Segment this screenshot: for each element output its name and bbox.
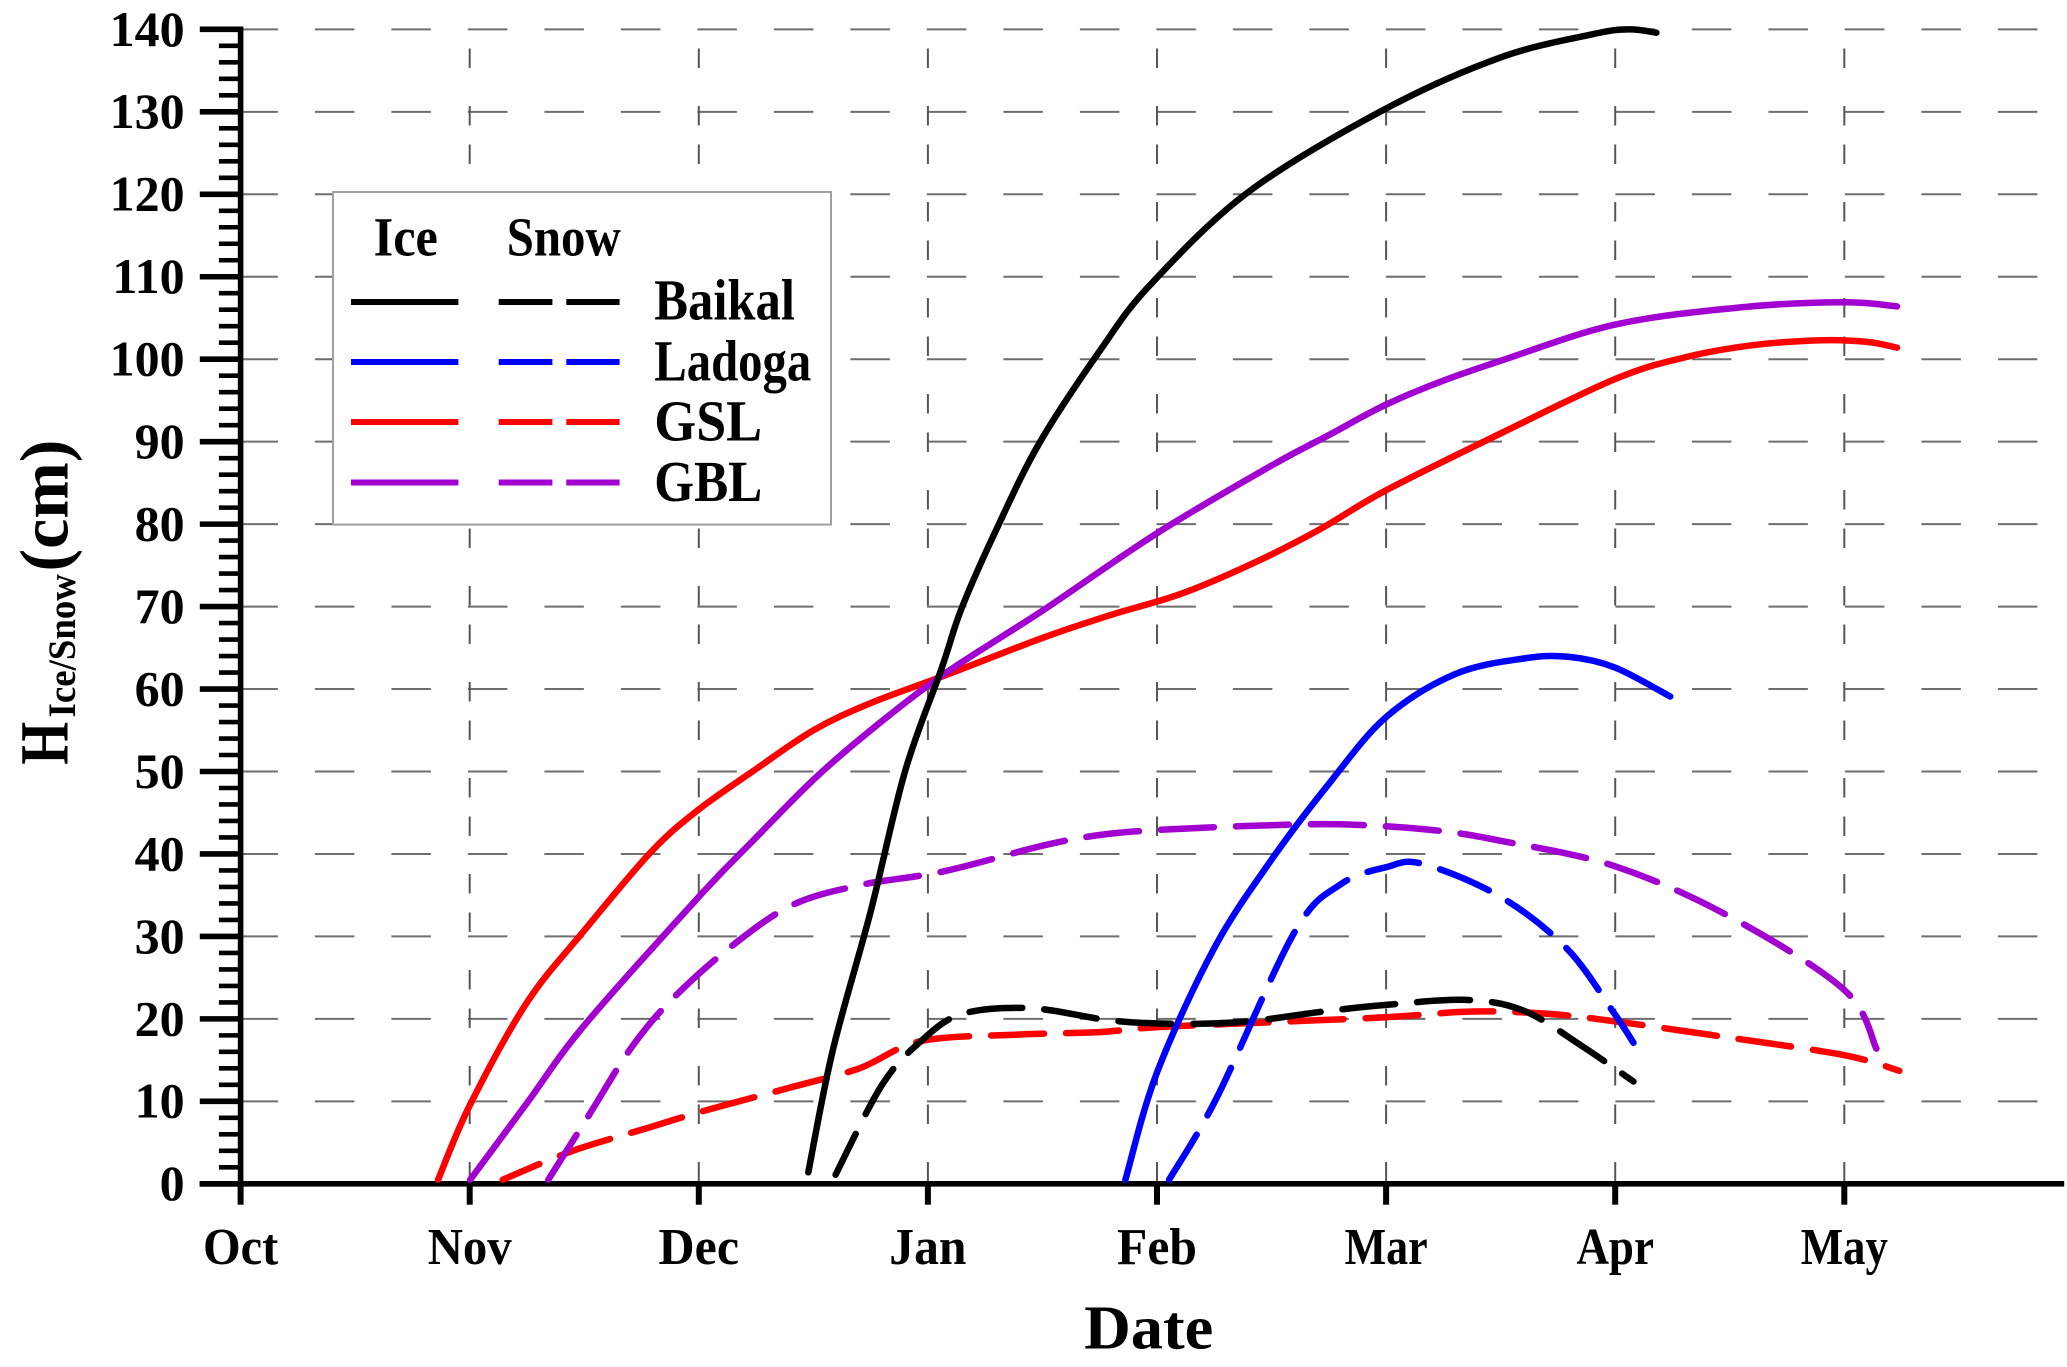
svg-text:May: May [1801, 1219, 1888, 1276]
svg-text:Dec: Dec [659, 1219, 740, 1276]
svg-text:20: 20 [135, 990, 185, 1046]
svg-text:30: 30 [135, 908, 185, 964]
svg-text:80: 80 [135, 496, 185, 552]
svg-text:10: 10 [135, 1073, 185, 1129]
svg-text:70: 70 [135, 578, 185, 634]
svg-text:Date: Date [1084, 1294, 1213, 1362]
svg-text:100: 100 [110, 331, 185, 387]
svg-text:Ice: Ice [374, 207, 438, 268]
svg-text:Snow: Snow [507, 207, 621, 268]
svg-text:GBL: GBL [654, 449, 762, 514]
svg-text:Feb: Feb [1117, 1219, 1197, 1276]
svg-text:130: 130 [110, 83, 185, 139]
svg-text:Ice/Snow: Ice/Snow [41, 574, 84, 717]
svg-text:Ladoga: Ladoga [654, 328, 811, 393]
svg-text:40: 40 [135, 825, 185, 881]
svg-text:140: 140 [110, 1, 185, 57]
svg-text:120: 120 [110, 166, 185, 222]
svg-text:90: 90 [135, 413, 185, 469]
svg-text:GSL: GSL [654, 389, 762, 454]
svg-text:60: 60 [135, 660, 185, 716]
svg-text:50: 50 [135, 743, 185, 799]
svg-text:(cm): (cm) [7, 440, 83, 572]
svg-text:Apr: Apr [1576, 1219, 1654, 1276]
svg-text:Baikal: Baikal [654, 268, 795, 333]
svg-text:110: 110 [112, 248, 184, 304]
svg-text:Nov: Nov [428, 1219, 512, 1276]
svg-text:Mar: Mar [1345, 1219, 1428, 1276]
svg-text:H: H [7, 722, 83, 765]
svg-text:Oct: Oct [203, 1219, 279, 1276]
svg-text:0: 0 [160, 1155, 185, 1211]
svg-text:Jan: Jan [889, 1219, 966, 1276]
